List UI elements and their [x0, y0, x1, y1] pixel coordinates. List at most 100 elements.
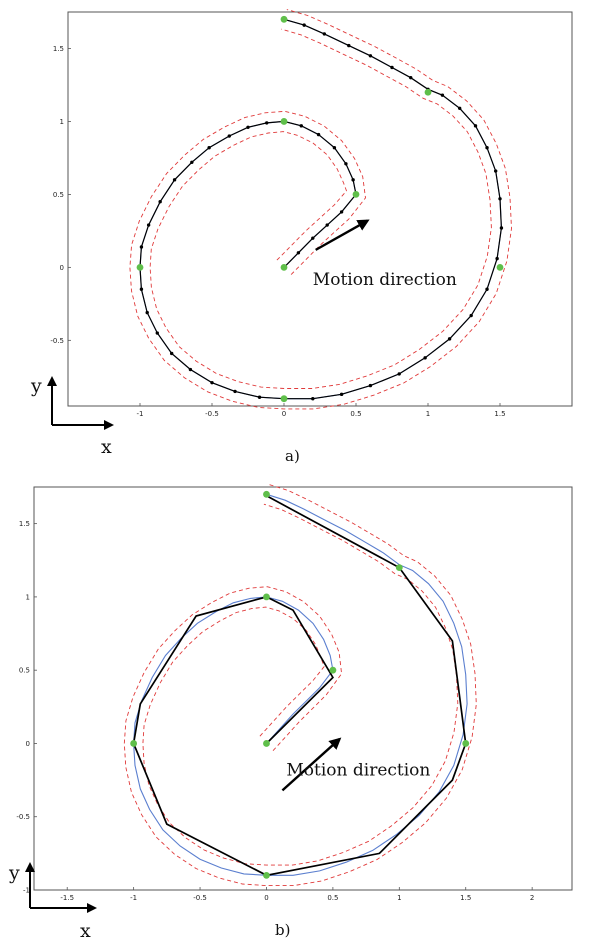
a-executed-vertex: [188, 367, 193, 372]
a-executed-vertex: [227, 134, 231, 138]
panel-b-ticks: -1.5 -1 -0.5 0 0.5 1 1.5 2 -1 -0.5 0 0.5 1 1.5: [16, 520, 534, 902]
panel-a-caption: a): [285, 447, 300, 465]
a-x-tick-label: 0.5: [350, 410, 361, 418]
a-x-tick-label: 1: [426, 410, 430, 418]
a-x-tick-label: -1: [137, 410, 144, 418]
panel-a-annotation: Motion direction: [313, 270, 457, 290]
b-x-tick-label: 1: [397, 894, 401, 902]
a-executed-vertex: [397, 372, 401, 376]
a-executed-vertex: [246, 125, 250, 129]
a-waypoint: [280, 263, 288, 271]
panel-b-waypoints: [130, 490, 470, 879]
panel-b-plot-frame: [33, 486, 573, 891]
a-executed-vertex: [325, 223, 329, 227]
b-tolerance-bound-outer: [142, 503, 459, 866]
a-executed-vertex: [190, 160, 194, 165]
panel-b-y-label: y: [8, 862, 20, 884]
panel-a-axis-indicator: y x: [30, 375, 114, 458]
panel-a-motion-arrow: [315, 219, 370, 251]
panel-b-annotation: Motion direction: [286, 761, 430, 781]
b-waypoint: [263, 490, 270, 498]
b-x-tick-label: 2: [530, 894, 534, 902]
a-executed-vertex: [265, 121, 269, 125]
b-y-tick-label: 1.5: [19, 520, 30, 528]
a-executed-vertex: [347, 43, 351, 48]
a-executed-vertex: [233, 389, 237, 394]
a-waypoint: [136, 263, 144, 271]
a-executed-vertex: [344, 162, 348, 166]
a-y-tick-label: 0.5: [53, 191, 64, 199]
a-executed-vertex: [493, 169, 498, 173]
a-executed-vertex: [499, 226, 504, 230]
a-tolerance-bound-inner: [129, 9, 512, 410]
panel-b-tolerance-bounds: [123, 484, 477, 887]
a-y-tick-label: 1: [60, 118, 64, 126]
a-executed-vertex: [316, 132, 321, 137]
a-executed-vertex: [332, 146, 337, 150]
b-waypoint: [462, 740, 470, 747]
a-executed-vertex: [299, 124, 303, 128]
a-executed-vertex: [311, 236, 315, 240]
panel-a-chart: -1 -0.5 0 0.5 1 1.5 -0.5 0 0.5 1 1.5 Motion direct…: [30, 9, 573, 465]
a-executed-vertex: [139, 245, 144, 249]
b-reference-line: [133, 493, 468, 876]
a-executed-vertex: [423, 356, 427, 360]
a-x-tick-label: 0: [282, 410, 286, 418]
a-y-tick-label: 0: [60, 264, 64, 272]
a-executed-vertex: [322, 32, 327, 36]
panel-b-axis-indicator: y x: [8, 862, 97, 942]
panel-a-tolerance-bounds: [129, 9, 512, 410]
a-executed-vertex: [498, 197, 502, 201]
a-executed-vertex: [473, 124, 478, 128]
a-executed-vertex: [368, 54, 373, 58]
panel-a-plot-frame: [67, 11, 573, 407]
a-executed-vertex: [409, 75, 413, 80]
panel-a-y-label: y: [30, 375, 42, 397]
a-waypoint: [496, 263, 504, 271]
b-x-tick-label: -1.5: [60, 894, 74, 902]
b-waypoint: [263, 593, 270, 601]
a-executed-vertex: [339, 392, 344, 397]
panel-a-x-label: x: [101, 436, 112, 458]
a-executed-vertex: [457, 106, 462, 111]
a-waypoint: [280, 118, 288, 125]
a-tolerance-bound-outer: [149, 28, 492, 389]
b-executed-line: [132, 495, 467, 877]
a-waypoint: [280, 395, 288, 403]
a-x-tick-label: 1.5: [494, 410, 505, 418]
b-waypoint: [263, 871, 270, 879]
b-x-tick-label: 1.5: [460, 894, 471, 902]
a-executed-vertex: [311, 397, 315, 401]
panel-a-waypoints: [136, 15, 504, 403]
a-executed-vertex: [390, 65, 394, 70]
a-executed-vertex: [447, 337, 452, 341]
a-executed-vertex: [485, 287, 489, 291]
b-waypoint: [130, 740, 138, 747]
a-waypoint: [280, 15, 288, 23]
panel-b-motion-arrow: [281, 737, 342, 792]
b-y-tick-label: -0.5: [16, 813, 30, 821]
b-x-tick-label: 0.5: [327, 894, 338, 902]
b-waypoint: [329, 666, 337, 674]
a-x-tick-label: -0.5: [205, 410, 219, 418]
a-executed-vertex: [155, 331, 159, 335]
panel-b-reference-path: [133, 493, 468, 876]
a-executed-vertex: [495, 256, 499, 261]
a-executed-vertex: [302, 23, 306, 27]
panel-b-executed-path: [132, 495, 467, 877]
a-executed-vertex: [139, 287, 144, 291]
a-executed-vertex: [207, 146, 211, 150]
a-executed-vertex: [257, 395, 262, 399]
a-executed-vertex: [296, 251, 301, 255]
a-executed-vertex: [169, 351, 174, 356]
a-executed-vertex: [158, 200, 162, 204]
a-executed-vertex: [368, 383, 373, 388]
panel-b-chart: -1.5 -1 -0.5 0 0.5 1 1.5 2 -1 -0.5 0 0.5 1 1.5 Motion…: [8, 484, 573, 942]
a-executed-vertex: [146, 223, 151, 227]
panel-b-x-label: x: [80, 920, 91, 942]
b-x-tick-label: -1: [130, 894, 137, 902]
b-y-tick-label: 0.5: [19, 667, 30, 675]
a-executed-vertex: [485, 146, 489, 150]
b-y-tick-label: 1: [26, 593, 30, 601]
